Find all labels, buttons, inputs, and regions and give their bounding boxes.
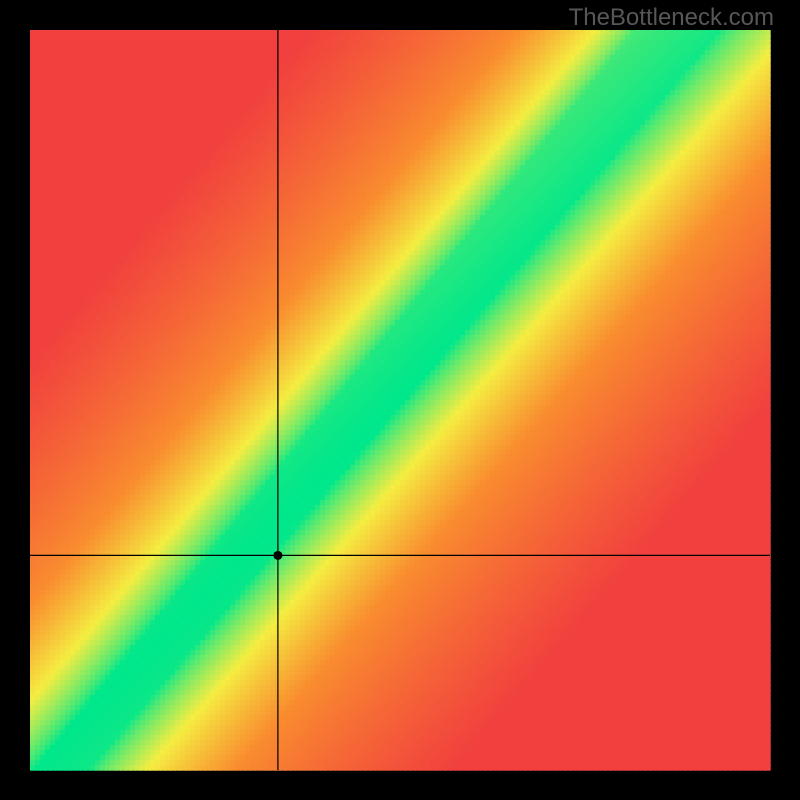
- chart-container: TheBottleneck.com: [0, 0, 800, 800]
- watermark-text: TheBottleneck.com: [569, 4, 774, 32]
- bottleneck-heatmap: [0, 0, 800, 800]
